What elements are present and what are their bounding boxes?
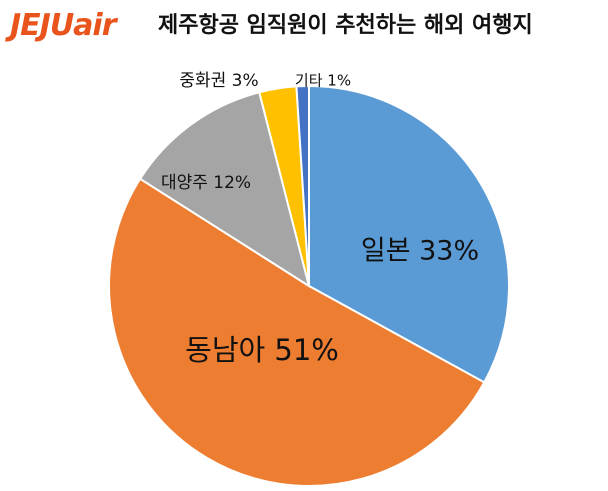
slice-label-5: 기타 1% (295, 72, 351, 90)
slice-labels: 일본 33% 동남아 51% 대양주 12% 중화권 3% 기타 1% (161, 71, 479, 367)
pie-slice-2 (108, 177, 486, 487)
pie-slice-5 (295, 84, 310, 287)
slice-label-3: 대양주 12% (161, 173, 251, 193)
slice-label-4: 중화권 3% (179, 71, 258, 91)
pie-slices (108, 84, 510, 487)
header: JEJUair 제주항공 임직원이 추천하는 해외 여행지 (0, 0, 608, 52)
slice-label-2: 동남아 51% (185, 333, 339, 367)
pie-slice-3 (138, 91, 311, 289)
chart-title: 제주항공 임직원이 추천하는 해외 여행지 (158, 13, 533, 38)
jejuair-logo: JEJUair (10, 8, 116, 43)
pie-slice-1 (308, 84, 510, 384)
slice-label-1: 일본 33% (361, 236, 479, 267)
